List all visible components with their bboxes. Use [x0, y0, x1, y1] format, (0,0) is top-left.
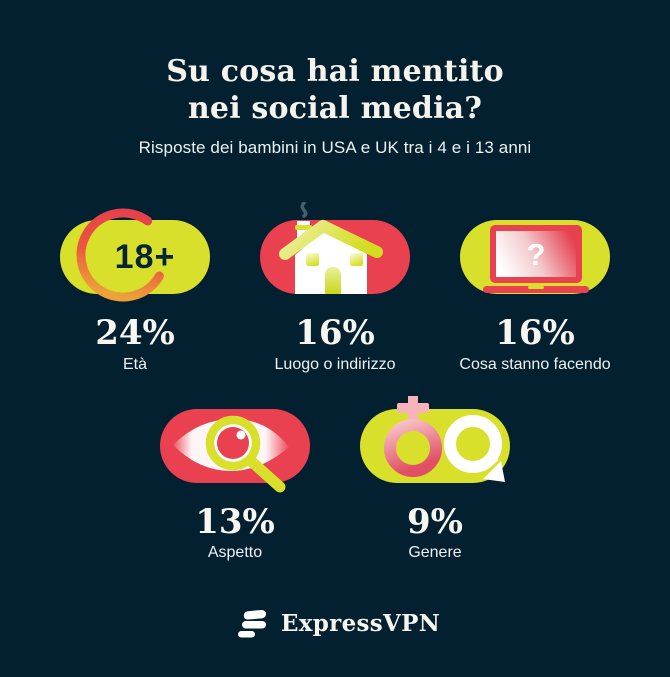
subtitle: Risposte dei bambini in USA e UK tra i 4… [138, 138, 532, 158]
stat-percent: 13% [195, 501, 275, 542]
stat-age: 18+ 24% Età [35, 202, 235, 374]
stats-row-2: 13% Aspetto [0, 391, 670, 563]
iris-highlight [236, 430, 246, 440]
gender-symbols-icon [360, 395, 510, 483]
male-symbol [444, 414, 505, 482]
stats-grid: 18+ 24% Età [0, 202, 670, 563]
age-ring [76, 208, 170, 302]
age-18-plus-icon: 18+ [60, 208, 210, 302]
title-line-2: nei social media? [187, 90, 483, 126]
logo-bottom-bar [237, 630, 255, 638]
expressvpn-logo-icon [237, 609, 266, 638]
badge-18plus-text: 18+ [115, 238, 176, 276]
stat-label: Luogo o indirizzo [274, 355, 396, 373]
magnifier-ring [205, 415, 261, 470]
laptop-notch [528, 286, 544, 290]
stat-label: Cosa stanno facendo [459, 355, 611, 373]
chimney-cap [295, 225, 312, 231]
stat-label: Età [122, 355, 147, 373]
logo-top-bar [243, 609, 266, 620]
female-symbol [384, 395, 442, 477]
laptop-base [483, 286, 589, 294]
door [325, 267, 341, 295]
male-arrow-head [483, 460, 505, 482]
stat-label: Aspetto [207, 543, 263, 561]
page-title: Su cosa hai mentito nei social media? [0, 54, 670, 127]
title-line-1: Su cosa hai mentito [166, 54, 504, 89]
logo-middle-bar [241, 620, 266, 629]
male-ring [444, 414, 502, 473]
chimney-smoke [300, 202, 308, 218]
expressvpn-logo: ExpressVPN [230, 607, 440, 641]
stat-location: 16% Luogo o indirizzo [235, 202, 435, 374]
stat-activity: ? 16% Cosa stanno facendo [435, 202, 635, 374]
stats-row-1: 18+ 24% Età [0, 202, 670, 374]
female-ring [384, 418, 442, 477]
magnifier-handle [245, 455, 286, 493]
stat-gender: 9% Genere [335, 391, 535, 563]
stat-label: Genere [408, 543, 462, 561]
stat-percent: 16% [295, 313, 375, 354]
header: Su cosa hai mentito nei social media? Ris… [0, 0, 670, 158]
question-mark-text: ? [527, 237, 546, 272]
female-cross-bar [397, 402, 429, 413]
house-body [295, 231, 367, 295]
footer: ExpressVPN [0, 607, 670, 641]
expressvpn-wordmark: ExpressVPN [280, 610, 441, 638]
eye-magnifier-icon [160, 408, 310, 493]
window-left [306, 253, 319, 267]
stat-percent: 9% [407, 501, 463, 542]
iris [217, 426, 249, 459]
stat-percent: 24% [95, 313, 175, 354]
pill-background [60, 220, 210, 295]
laptop-question-icon: ? [460, 220, 610, 295]
stat-appearance: 13% Aspetto [135, 391, 335, 563]
house-icon [260, 202, 410, 295]
laptop-screen [496, 231, 576, 278]
male-arrow-shaft [482, 451, 499, 468]
roof [279, 220, 383, 261]
stat-percent: 16% [495, 313, 575, 354]
window-right [350, 253, 363, 267]
